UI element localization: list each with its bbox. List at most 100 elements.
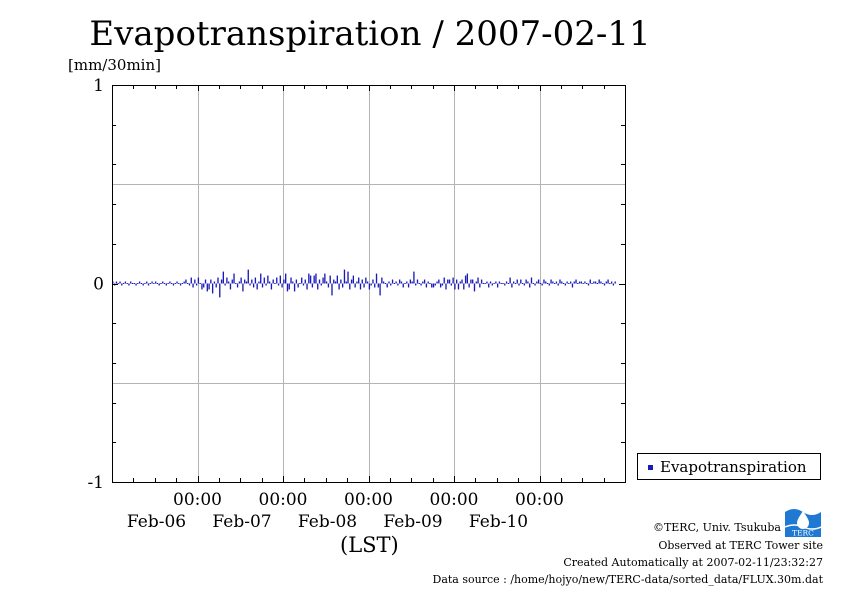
bar-33: [171, 283, 173, 284]
bar-55: [210, 279, 212, 284]
bar-182: [436, 281, 438, 284]
bar-122: [329, 275, 331, 284]
y-tick-label-2: -1: [87, 473, 104, 493]
legend-label: Evapotranspiration: [660, 458, 807, 476]
bar-36: [176, 281, 178, 284]
bar-180: [432, 283, 435, 288]
bar-63: [224, 283, 226, 286]
bar-193: [456, 279, 458, 284]
bar-130: [343, 269, 346, 284]
bar-31: [167, 283, 169, 284]
bar-183: [438, 279, 440, 284]
bar-213: [491, 283, 493, 286]
bar-151: [381, 277, 383, 284]
bar-141: [363, 283, 365, 288]
bar-109: [306, 283, 308, 290]
bar-236: [532, 283, 534, 284]
bar-157: [391, 279, 394, 284]
bar-173: [420, 283, 422, 286]
bar-68: [233, 273, 235, 284]
bar-113: [313, 275, 315, 284]
bar-77: [249, 283, 251, 286]
bar-127: [338, 283, 340, 290]
bar-72: [240, 277, 242, 284]
bar-189: [448, 279, 451, 284]
bar-278: [607, 279, 609, 284]
x-tick-time-4: 00:00: [430, 490, 479, 510]
bar-170: [415, 283, 417, 286]
bar-69: [235, 283, 237, 284]
bar-28: [162, 281, 164, 284]
bar-116: [318, 279, 321, 284]
bar-51: [203, 283, 205, 288]
bar-233: [527, 281, 529, 284]
bar-146: [372, 279, 374, 284]
bar-266: [586, 283, 588, 284]
bar-132: [347, 271, 349, 284]
y-tick-label-0: 1: [93, 76, 104, 96]
bar-215: [495, 281, 497, 284]
observation-site-credit: Observed at TERC Tower site: [658, 539, 823, 552]
bar-271: [594, 281, 597, 284]
bar-256: [568, 283, 570, 284]
bar-147: [374, 283, 376, 288]
bar-112: [311, 283, 314, 288]
bar-201: [470, 279, 472, 284]
bar-135: [352, 275, 355, 284]
bar-250: [557, 283, 559, 286]
bar-255: [566, 281, 568, 284]
bar-264: [582, 283, 584, 284]
bar-21: [149, 283, 151, 284]
bar-125: [334, 281, 337, 284]
bar-246: [550, 279, 552, 284]
bar-67: [231, 279, 233, 284]
bar-17: [142, 283, 144, 286]
bar-194: [457, 283, 460, 290]
bar-252: [561, 281, 563, 284]
bar-154: [386, 283, 388, 288]
bar-232: [525, 279, 527, 284]
bars-layer: [112, 269, 616, 298]
x-tick-date-4: Feb-09: [383, 512, 442, 532]
bar-16: [140, 283, 143, 284]
bar-119: [324, 273, 326, 284]
bar-209: [484, 283, 486, 284]
bar-142: [365, 277, 367, 284]
bar-60: [219, 283, 221, 298]
bar-46: [194, 279, 196, 284]
bar-223: [509, 277, 511, 284]
bar-70: [236, 283, 239, 288]
x-axis-label: (LST): [340, 533, 399, 557]
bar-83: [260, 273, 262, 284]
bar-199: [466, 273, 469, 284]
bar-26: [158, 283, 160, 286]
bar-234: [529, 283, 531, 288]
creation-timestamp: Created Automatically at 2007-02-11/23:3…: [563, 556, 823, 569]
y-tick-label-1: 0: [93, 275, 104, 295]
bar-261: [577, 283, 579, 284]
bar-42: [187, 283, 189, 284]
bar-231: [523, 283, 526, 286]
bar-275: [602, 283, 604, 284]
bar-277: [605, 281, 607, 284]
bar-54: [208, 283, 210, 290]
bar-227: [516, 279, 518, 284]
bar-267: [587, 283, 590, 286]
bar-144: [368, 283, 371, 290]
bar-149: [377, 283, 379, 288]
bar-210: [486, 281, 488, 284]
bar-179: [431, 283, 433, 288]
bar-174: [422, 281, 424, 284]
bar-273: [598, 279, 600, 284]
bar-57: [213, 281, 216, 284]
bar-211: [488, 283, 490, 288]
bar-259: [573, 281, 575, 284]
bar-43: [188, 283, 191, 286]
bar-241: [541, 283, 543, 286]
bar-137: [356, 281, 358, 284]
bar-155: [388, 281, 390, 284]
bar-226: [514, 283, 517, 284]
bar-18: [144, 283, 146, 284]
bar-75: [245, 281, 248, 284]
bar-102: [293, 283, 296, 292]
